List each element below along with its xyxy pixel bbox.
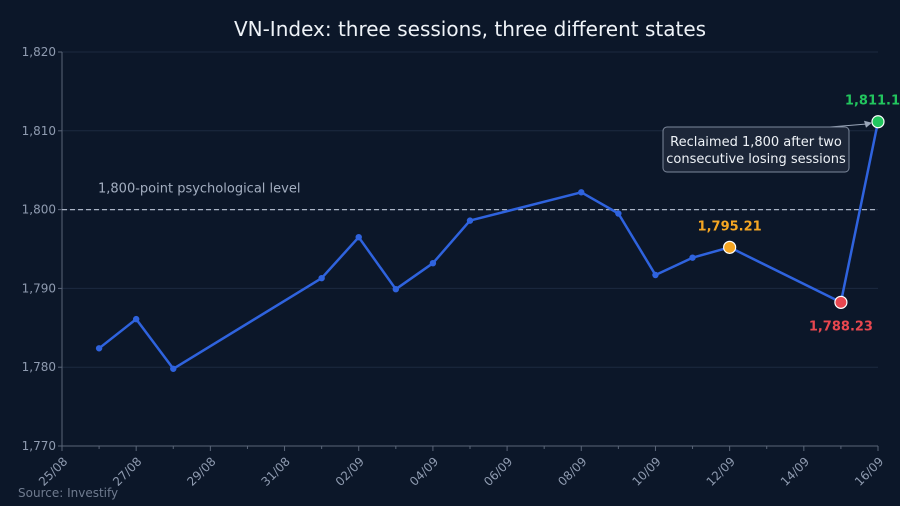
data-point — [652, 271, 659, 279]
y-tick-label: 1,800 — [22, 203, 56, 217]
x-tick-label: 12/09 — [704, 454, 738, 488]
y-tick-label: 1,820 — [22, 45, 56, 59]
y-tick-label: 1,810 — [22, 124, 56, 138]
highlights: 1,795.21 1,788.23 1,811.15 — [698, 94, 900, 335]
highlight-point — [834, 295, 848, 309]
y-tick-label: 1,770 — [22, 439, 56, 453]
data-point — [132, 315, 140, 323]
x-tick-label: 16/09 — [852, 454, 886, 488]
x-tick-label: 08/09 — [555, 454, 589, 488]
x-tick-label: 31/08 — [259, 454, 293, 488]
annotation-arrow — [829, 123, 871, 128]
highlight-label: 1,811.15 — [845, 94, 900, 109]
x-tick-label: 14/09 — [778, 454, 812, 488]
data-point — [318, 274, 325, 282]
highlight-point — [871, 115, 885, 129]
annotation-arrowhead — [864, 120, 872, 128]
annotation-box — [662, 126, 850, 173]
data-point — [578, 189, 585, 196]
y-tick-label: 1,790 — [22, 281, 56, 295]
data-point — [355, 233, 362, 241]
highlight-label: 1,788.23 — [809, 319, 873, 334]
y-axis: 1,770 1,780 1,790 1,800 1,810 1,820 — [22, 45, 63, 453]
grid — [62, 51, 878, 447]
x-tick-label: 06/09 — [481, 454, 515, 488]
highlight-label: 1,795.21 — [698, 219, 762, 234]
x-tick-label: 10/09 — [629, 454, 663, 488]
data-point — [170, 365, 177, 372]
chart-title: VN-Index: three sessions, three differen… — [234, 17, 706, 41]
source-note: Source: Investify — [18, 486, 118, 500]
reference-line-label: 1,800-point psychological level — [98, 182, 300, 197]
data-point — [429, 259, 437, 267]
annotation-text: consecutive losing sessions — [666, 152, 846, 167]
data-point — [615, 210, 622, 217]
x-axis: 25/08 27/08 29/08 31/08 02/09 04/09 06/09 08/09… — [36, 445, 886, 489]
y-tick-label: 1,780 — [22, 360, 56, 374]
highlight-point — [723, 240, 737, 254]
data-point — [392, 285, 400, 293]
annotation-text: Reclaimed 1,800 after two — [670, 135, 842, 150]
data-point — [95, 345, 103, 352]
data-point — [466, 217, 474, 224]
x-tick-label: 29/08 — [184, 454, 218, 488]
annotation: Reclaimed 1,800 after two consecutive los… — [662, 120, 872, 173]
reference-line: 1,800-point psychological level — [62, 182, 878, 211]
x-tick-label: 02/09 — [333, 454, 367, 488]
x-tick-label: 27/08 — [110, 454, 144, 488]
data-point — [689, 254, 696, 261]
x-tick-label: 25/08 — [36, 454, 70, 488]
x-tick-label: 04/09 — [407, 454, 441, 488]
